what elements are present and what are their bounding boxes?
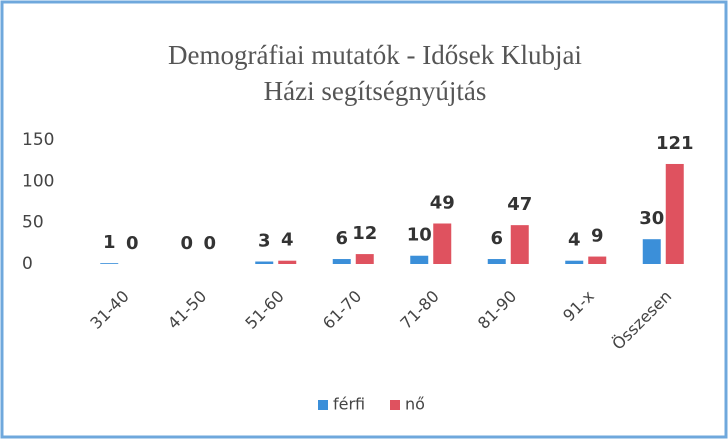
value-label: 47 [507,194,532,215]
bar [433,223,452,264]
value-label: 12 [352,223,377,244]
value-label: 4 [281,230,294,251]
value-label: 49 [430,192,455,213]
value-label: 3 [258,231,271,252]
y-tick-label: 100 [22,171,54,191]
value-label: 10 [407,225,432,246]
value-label: 4 [568,230,581,251]
value-label: 30 [639,208,664,229]
value-label: 1 [103,232,116,253]
legend-label: férfi [333,395,365,414]
value-label: 6 [490,228,503,249]
y-tick-label: 50 [22,213,44,233]
value-label: 9 [591,226,604,247]
bar [642,239,661,264]
bar [487,259,506,264]
legend-label: nő [405,395,425,414]
bar [255,261,274,264]
value-label: 0 [126,233,139,254]
bar [100,263,119,264]
bar [355,254,374,264]
value-label: 0 [180,233,193,254]
bar [665,163,684,264]
bar [565,260,584,264]
legend-swatch [318,400,328,410]
value-label: 6 [335,228,348,249]
chart-title: Demográfiai mutatók - Idősek Klubjai [168,40,582,70]
bar [278,260,297,264]
legend-swatch [390,400,400,410]
value-label: 121 [656,133,694,154]
value-label: 0 [203,233,216,254]
bar [410,255,429,264]
bar [510,225,529,264]
y-tick-label: 0 [22,254,33,274]
bar [588,256,607,264]
y-tick-label: 150 [22,130,54,150]
bar [332,259,351,264]
chart-subtitle: Házi segítségnyújtás [264,76,487,106]
